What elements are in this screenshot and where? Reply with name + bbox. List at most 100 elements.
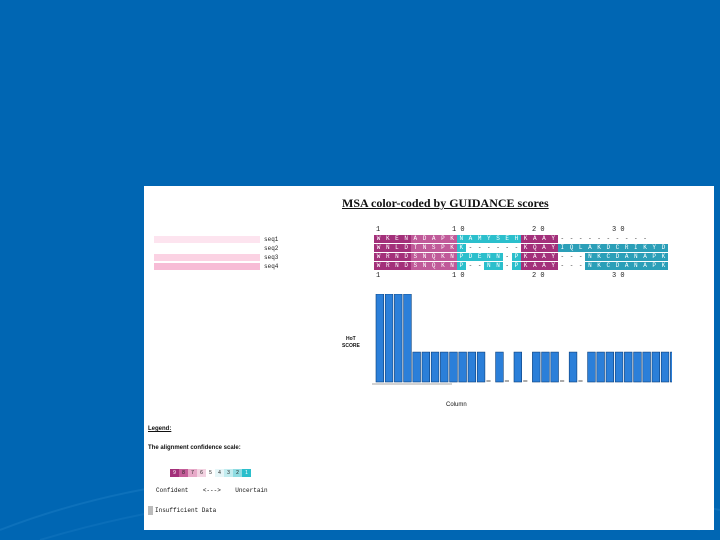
residue-cell: K <box>447 235 457 243</box>
residue-cell: A <box>530 235 540 243</box>
scale-swatch: 8 <box>179 469 188 477</box>
residue-cell: - <box>502 253 512 261</box>
residue-cell: S <box>410 262 420 270</box>
seq-name: seq4 <box>264 263 279 270</box>
residue-cell: A <box>539 262 549 270</box>
hot-score-chart <box>372 294 672 385</box>
guidance-panel: MSA color-coded by GUIDANCE scores 1 1 0… <box>144 186 714 530</box>
residue-cell: - <box>566 253 577 261</box>
residue-cell: P <box>511 262 521 270</box>
residue-cell: E <box>502 235 512 243</box>
residue-cell: D <box>401 244 411 252</box>
residue-cell: K <box>594 253 604 261</box>
chart-bar <box>412 351 421 383</box>
residue-cell: N <box>419 253 430 261</box>
ruler-bottom-1: 1 <box>376 272 381 280</box>
chart-bar <box>458 351 467 383</box>
residue-cell: Y <box>649 244 659 252</box>
residue-cell: K <box>521 235 531 243</box>
residue-cell: P <box>456 253 466 261</box>
residue-cell: D <box>612 262 623 270</box>
residue-cell: A <box>640 262 650 270</box>
panel-title: MSA color-coded by GUIDANCE scores <box>342 196 549 210</box>
residue-cell: D <box>401 253 411 261</box>
residue-cell: N <box>631 253 641 261</box>
residue-cell: N <box>401 235 411 243</box>
residue-cell: N <box>493 262 503 270</box>
scale-swatch: 4 <box>215 469 224 477</box>
confidence-caption: Confident <---> Uncertain <box>156 487 268 494</box>
residue-cell: K <box>594 244 604 252</box>
chart-bar <box>568 351 578 383</box>
residue-cell: D <box>419 235 430 243</box>
chart-bar <box>624 351 633 383</box>
chart-bar <box>513 351 522 383</box>
residue-cell: P <box>438 244 448 252</box>
residue-cell: N <box>585 253 595 261</box>
scale-swatch: 7 <box>188 469 197 477</box>
confident-label: Confident <box>156 487 189 494</box>
residue-cell: - <box>594 235 604 243</box>
residue-cell: A <box>539 244 549 252</box>
scale-arrow: <---> <box>202 487 221 494</box>
residue-cell: N <box>383 244 393 252</box>
chart-bar <box>633 351 642 383</box>
scale-swatch: 5 <box>206 469 215 477</box>
residue-cell: W <box>374 262 384 270</box>
chart-bar <box>384 294 394 383</box>
chart-y-label: HoT SCORE <box>342 336 360 349</box>
residue-cell: A <box>622 253 632 261</box>
chart-bar <box>651 351 660 383</box>
residue-cell: W <box>374 253 384 261</box>
residue-cell: A <box>530 262 540 270</box>
residue-cell: Q <box>530 244 540 252</box>
residue-cell: W <box>374 244 384 252</box>
chart-bar <box>660 351 670 383</box>
chart-bar <box>550 351 559 383</box>
residue-cell: - <box>557 235 567 243</box>
residue-cell: N <box>419 262 430 270</box>
residue-cell: - <box>566 235 577 243</box>
residue-cell: A <box>640 253 650 261</box>
chart-bar <box>394 294 403 383</box>
seq4-confidence-bar <box>154 263 260 270</box>
chart-bar <box>440 351 449 383</box>
residue-cell: Q <box>429 262 439 270</box>
residue-cell: N <box>585 262 595 270</box>
residue-cell: K <box>658 253 668 261</box>
residue-cell: A <box>465 235 476 243</box>
residue-cell: N <box>456 235 466 243</box>
residue-cell: R <box>383 262 393 270</box>
residue-cell: - <box>502 262 512 270</box>
residue-cell: D <box>612 253 623 261</box>
residue-cell: A <box>530 253 540 261</box>
residue-cell: D <box>401 262 411 270</box>
residue-cell: D <box>603 244 613 252</box>
chart-bar <box>467 351 476 383</box>
residue-cell: - <box>576 235 586 243</box>
chart-bar <box>596 351 605 383</box>
residue-cell: N <box>392 262 402 270</box>
residue-cell: I <box>631 244 641 252</box>
residue-cell: - <box>484 244 494 252</box>
seq1-confidence-bar <box>154 236 260 243</box>
residue-cell: R <box>383 253 393 261</box>
scale-swatch: 9 <box>170 469 179 477</box>
residue-cell: D <box>658 244 668 252</box>
residue-cell: I <box>557 244 567 252</box>
residue-cell: K <box>521 253 531 261</box>
residue-cell: - <box>493 244 503 252</box>
residue-cell: N <box>631 262 641 270</box>
insufficient-swatch <box>148 506 153 515</box>
residue-cell: - <box>475 262 485 270</box>
scale-swatch: 3 <box>224 469 233 477</box>
residue-cell: Q <box>566 244 577 252</box>
chart-bar <box>587 351 596 383</box>
residue-cell: - <box>585 235 595 243</box>
residue-cell: N <box>484 262 494 270</box>
residue-cell: K <box>640 244 650 252</box>
